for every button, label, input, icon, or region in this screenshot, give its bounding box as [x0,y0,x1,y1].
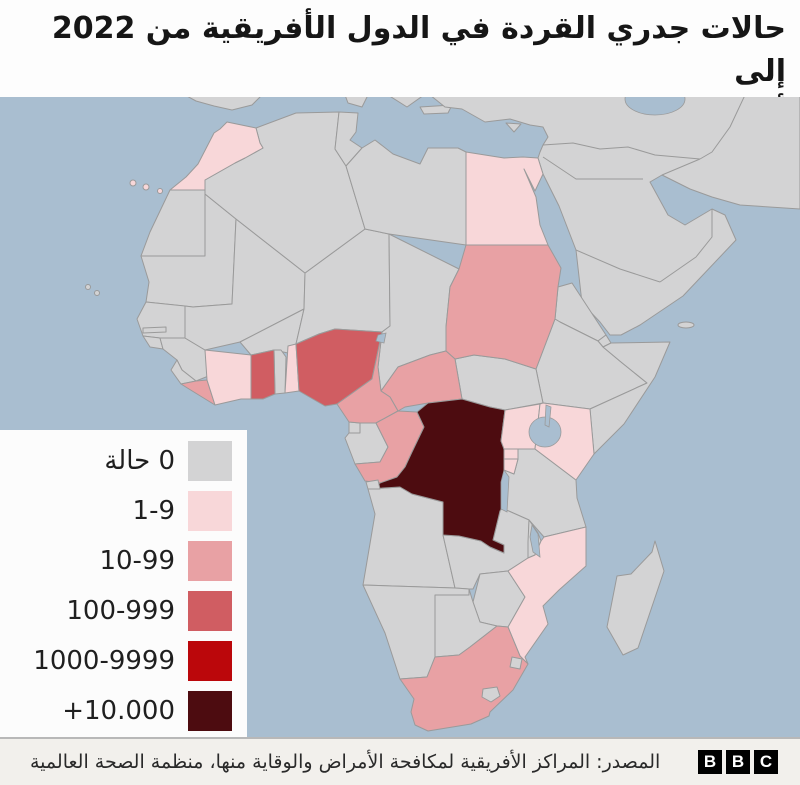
legend-row-10000-plus: +10.000 [0,686,247,736]
country-togo [273,349,287,395]
lake-malawi [529,523,541,558]
country-gambia [142,326,167,334]
bbc-logo-letter-b2: B [726,750,750,774]
legend-label: +10.000 [62,696,175,726]
caspian-sea-edge [624,97,686,116]
country-egypt [465,151,549,246]
lake-turkana [544,404,552,428]
map-svg [0,97,800,737]
context-borders-6 [699,97,745,160]
context-sardinia [345,97,368,108]
lake-chad [375,332,387,344]
legend-swatch-10-99 [188,541,232,581]
canary-island-3 [157,188,163,194]
context-borders-1 [542,142,701,160]
legend-label: 1-9 [132,496,175,526]
country-morocco [169,121,264,191]
cape-verde-1 [85,284,91,290]
africa-choropleth-map: 0 حالة 1-9 10-99 100-999 1000-9999 +10.0… [0,97,800,737]
country-equatorial-guinea [348,421,361,434]
country-liberia [180,379,216,406]
legend-swatch-1000-9999 [188,641,232,681]
context-iberia [187,97,261,111]
legend-row-10-99: 10-99 [0,536,247,586]
bbc-logo-letter-c: C [754,750,778,774]
context-middle-east [431,97,800,336]
country-sudan [445,244,562,370]
legend-row-0-cases: 0 حالة [0,436,247,486]
legend-row-100-999: 100-999 [0,586,247,636]
footer: المصدر: المراكز الأفريقية لمكافحة الأمرا… [0,737,800,785]
context-socotra [677,321,695,329]
context-borders-5 [659,209,713,283]
legend-row-1000-9999: 1000-9999 [0,636,247,686]
legend-swatch-1-9 [188,491,232,531]
country-tunisia [334,111,363,167]
country-rwanda [503,448,519,460]
legend-swatch-0-cases [188,441,232,481]
legend-label: 1000-9999 [33,646,175,676]
lake-tanganyika [500,469,510,513]
bbc-logo-letter-b1: B [698,750,722,774]
context-sicily [390,97,423,108]
canary-island-1 [129,179,137,187]
country-cote-divoire [204,349,252,406]
legend: 0 حالة 1-9 10-99 100-999 1000-9999 +10.0… [0,430,247,737]
source-text: المصدر: المراكز الأفريقية لمكافحة الأمرا… [30,751,661,773]
legend-label: 0 حالة [104,446,175,476]
country-south-africa [399,625,529,732]
country-angola [362,486,456,589]
country-libya [345,139,467,246]
context-borders-4 [575,249,661,283]
legend-row-1-9: 1-9 [0,486,247,536]
title-block: حالات جدري القردة في الدول الأفريقية من … [0,0,800,131]
bbc-logo: B B C [698,750,778,774]
country-lesotho [481,686,501,703]
country-ghana [250,349,276,400]
country-namibia [362,584,470,680]
context-borders-2 [661,158,701,176]
canary-island-2 [142,183,150,191]
cape-verde-2 [94,290,100,296]
country-eswatini [509,656,523,670]
context-crete [419,104,453,115]
country-burundi [503,458,519,475]
legend-label: 100-999 [66,596,175,626]
country-cabinda [365,479,381,490]
legend-label: 10-99 [99,546,175,576]
legend-swatch-10000-plus [188,691,232,731]
legend-swatch-100-999 [188,591,232,631]
context-borders-3 [542,156,643,180]
context-cyprus [505,122,522,133]
page-title-line-1: حالات جدري القردة في الدول الأفريقية من … [51,11,787,89]
country-madagascar [606,540,665,656]
